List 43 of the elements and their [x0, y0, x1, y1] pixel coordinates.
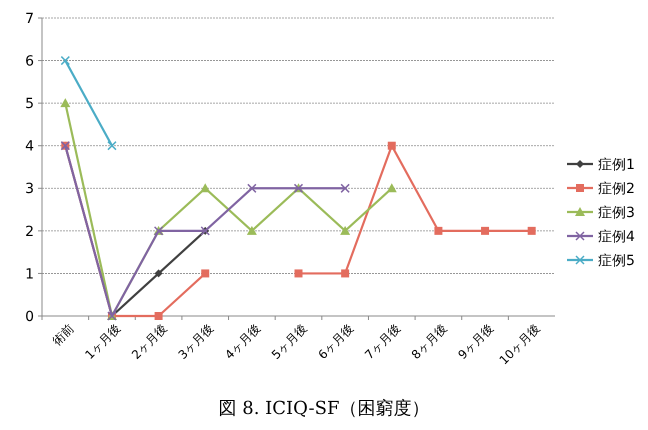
y-tick-label: 6: [25, 53, 34, 70]
y-tick-label: 4: [25, 138, 34, 155]
point: [246, 226, 257, 235]
point: [60, 98, 70, 108]
x-tick-label: 7ヶ月後: [362, 321, 403, 362]
point: [340, 184, 350, 194]
point: [154, 269, 163, 278]
y-tick-label: 3: [25, 181, 34, 198]
y-tick-label: 2: [25, 224, 34, 240]
y-tick-label: 0: [25, 308, 34, 325]
point: [388, 142, 396, 150]
point: [294, 269, 302, 278]
x-tick-label: 6ヶ月後: [315, 321, 356, 362]
point: [386, 183, 397, 192]
x-tick-label: 5ヶ月後: [268, 321, 310, 362]
y-tick-label: 5: [25, 96, 34, 112]
point: [434, 226, 442, 235]
point: [201, 269, 210, 278]
point: [154, 312, 163, 320]
x-tick-label: 8ヶ月後: [408, 321, 450, 362]
point: [247, 184, 257, 194]
legend-label: 症例3: [598, 204, 635, 221]
x-tick-label: 1ヶ月後: [82, 321, 124, 362]
x-tick-label: 10ヶ月後: [496, 321, 543, 368]
legend-label: 症例2: [598, 180, 635, 197]
point: [200, 183, 210, 192]
legend-label: 症例5: [598, 252, 635, 269]
point: [60, 56, 70, 66]
x-tick-label: 9ヶ月後: [455, 321, 496, 362]
point: [341, 269, 350, 278]
point: [107, 140, 117, 150]
point: [340, 226, 350, 235]
legend-label: 症例4: [598, 228, 635, 245]
y-tick-label: 1: [25, 266, 34, 282]
legend-label: 症例1: [598, 156, 635, 173]
x-tick-label: 4ヶ月後: [222, 321, 263, 362]
text: 図 8. ICIQ-SF（困窮度）: [218, 398, 430, 419]
x-tick-label: 2ヶ月後: [128, 321, 170, 362]
y-tick-label: 7: [25, 10, 34, 27]
point: [481, 226, 490, 235]
point: [528, 226, 536, 235]
x-tick-label: 術前: [50, 321, 76, 348]
x-tick-label: 3ヶ月後: [176, 321, 216, 362]
